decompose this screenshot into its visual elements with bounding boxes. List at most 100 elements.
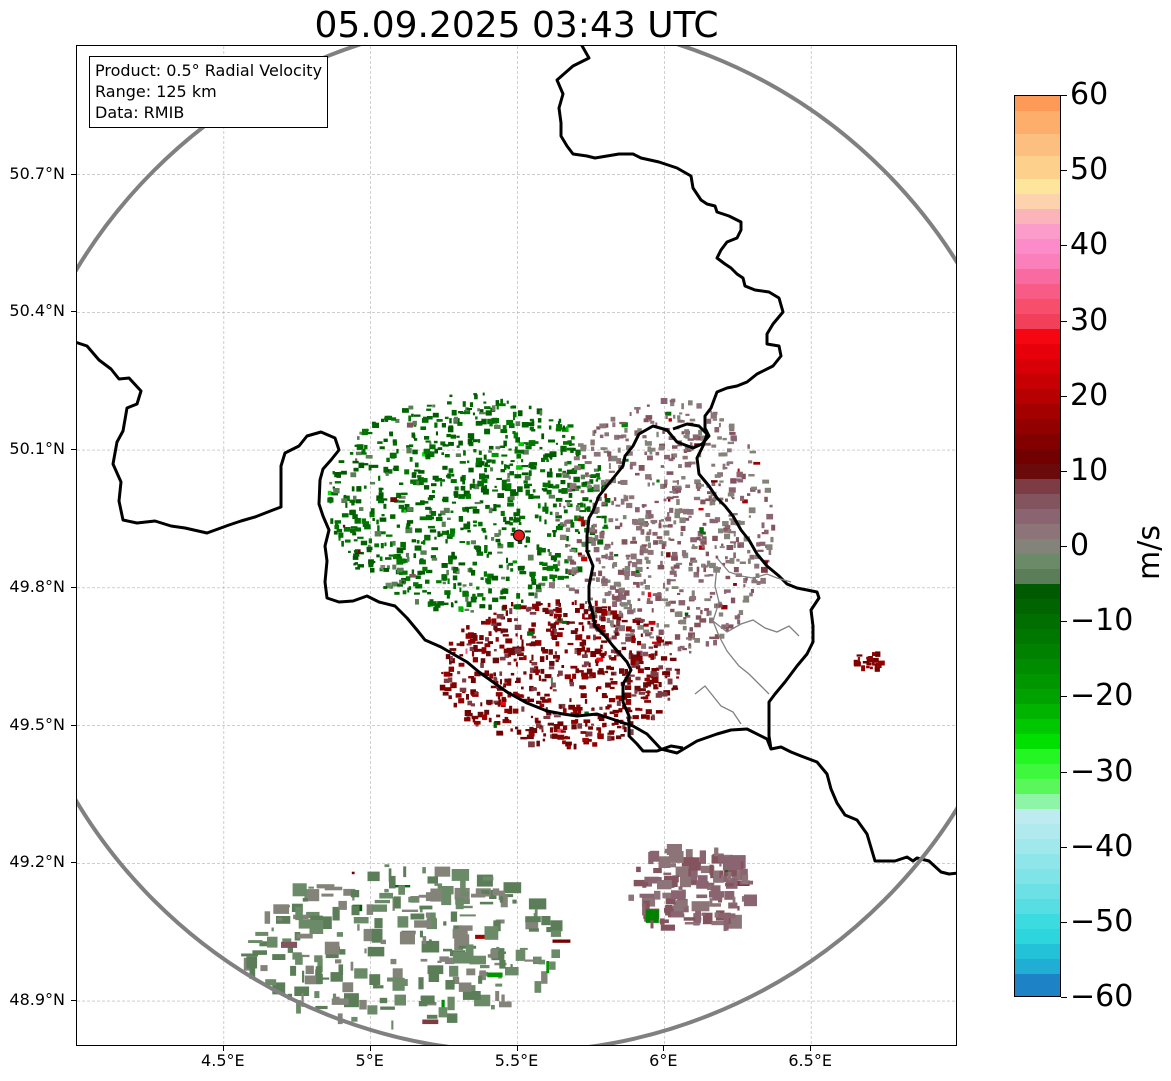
radar-echo-pixel (498, 699, 502, 703)
radar-echo-pixel (575, 713, 580, 716)
radar-echo-pixel (601, 566, 606, 569)
radar-echo-pixel (669, 851, 684, 863)
radar-echo-pixel (541, 433, 545, 440)
radar-echo-pixel (854, 661, 861, 667)
radar-echo-pixel (591, 446, 595, 451)
radar-echo-pixel (596, 625, 604, 631)
radar-echo-pixel (308, 886, 314, 889)
radar-echo-pixel (368, 544, 371, 547)
radar-echo-pixel (370, 508, 375, 515)
radar-echo-pixel (476, 586, 480, 590)
radar-echo-pixel (689, 418, 696, 422)
radar-echo-pixel (711, 480, 716, 486)
radar-echo-pixel (565, 500, 572, 503)
radar-echo-pixel (637, 651, 641, 657)
radar-echo-pixel (679, 589, 684, 593)
radar-echo-pixel (372, 904, 387, 912)
radar-echo-pixel (666, 578, 671, 585)
colorbar-tick (1061, 395, 1067, 397)
radar-echo-pixel (616, 620, 621, 627)
radar-echo-pixel (526, 536, 529, 540)
radar-echo-pixel (391, 417, 397, 421)
radar-echo-pixel (582, 613, 585, 620)
radar-site-marker (512, 529, 525, 542)
radar-echo-pixel (442, 465, 448, 470)
radar-echo-pixel (676, 480, 679, 485)
radar-echo-pixel (694, 479, 701, 485)
radar-echo-pixel (586, 474, 591, 477)
longitude-tick (222, 1046, 224, 1051)
radar-echo-pixel (386, 457, 390, 463)
radar-echo-pixel (341, 498, 348, 503)
radar-echo-pixel (497, 551, 503, 554)
radar-echo-pixel (724, 524, 731, 529)
radar-echo-pixel (567, 555, 573, 562)
radar-echo-pixel (618, 708, 622, 711)
radar-echo-pixel (612, 709, 619, 714)
colorbar-segment (1015, 283, 1060, 299)
latitude-tick-label: 49.2°N (9, 852, 65, 872)
radar-echo-pixel (594, 535, 599, 541)
radar-echo-pixel (434, 422, 438, 428)
radar-echo-pixel (533, 441, 539, 444)
radar-echo-pixel (525, 483, 532, 487)
graticule (77, 46, 956, 1045)
radar-echo-pixel (550, 555, 558, 561)
radar-echo-pixel (441, 999, 445, 1011)
radar-echo-pixel (527, 606, 533, 610)
radar-echo-pixel (442, 424, 445, 428)
radar-echo-pixel (539, 703, 545, 708)
radar-echo-pixel (580, 693, 587, 699)
radar-echo-pixel (630, 654, 637, 660)
radar-echo-pixel (645, 691, 651, 694)
radar-echo-pixel (672, 495, 679, 499)
radar-echo-pixel (587, 537, 595, 543)
radar-echo-pixel (628, 894, 634, 901)
radar-echo-pixel (531, 661, 538, 666)
radar-echo-pixel (646, 532, 651, 535)
radar-echo-pixel (398, 504, 404, 509)
radar-echo-pixel (634, 685, 641, 692)
radar-echo-pixel (479, 500, 484, 504)
radar-echo-pixel (369, 481, 376, 485)
radar-echo-pixel (598, 560, 601, 565)
radar-echo-pixel (459, 687, 467, 692)
radar-echo-pixel (596, 577, 600, 582)
radar-echo-pixel (615, 504, 621, 507)
radar-echo-pixel (514, 648, 522, 654)
radar-echo-pixel (363, 485, 367, 489)
radar-echo-pixel (484, 709, 490, 715)
radar-echo-pixel (557, 568, 560, 571)
radar-echo-pixel (627, 707, 631, 711)
radar-echo-pixel (727, 461, 734, 465)
radar-echo-pixel (467, 438, 473, 445)
radar-echo-pixel (754, 554, 761, 560)
radar-echo-pixel (640, 581, 644, 586)
radar-echo-pixel (494, 424, 501, 429)
radar-echo-pixel (406, 520, 414, 524)
radar-echo-pixel (549, 727, 554, 733)
radar-echo-pixel (674, 634, 681, 640)
radar-echo-pixel (296, 1000, 301, 1014)
radar-echo-pixel (402, 558, 406, 564)
radar-echo-pixel (699, 527, 704, 533)
radar-echo-pixel (241, 953, 258, 957)
radar-echo-pixel (562, 446, 565, 452)
radar-echo-pixel (418, 894, 428, 898)
radar-echo-pixel (706, 560, 711, 567)
radar-echo-pixel (687, 438, 694, 441)
radar-echo-pixel (495, 630, 498, 633)
radar-echo-pixel (378, 492, 384, 497)
radar-echo-pixel (575, 707, 583, 711)
radar-echo-pixel (623, 570, 631, 577)
radar-echo-pixel (529, 418, 534, 422)
radar-echo-pixel (607, 735, 612, 742)
radar-echo-pixel (576, 539, 582, 544)
radar-echo-pixel (669, 538, 675, 541)
radar-echo-pixel (443, 678, 449, 683)
radar-echo-pixel (586, 506, 591, 512)
radar-echo-pixel (503, 440, 507, 447)
radar-map[interactable]: Product: 0.5° Radial Velocity Range: 125… (76, 45, 957, 1046)
radar-echo-pixel (480, 487, 488, 493)
radar-echo-pixel (718, 612, 724, 617)
